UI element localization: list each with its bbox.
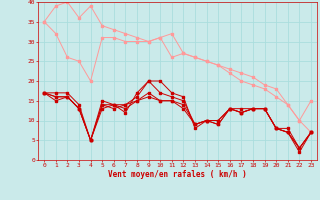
X-axis label: Vent moyen/en rafales ( km/h ): Vent moyen/en rafales ( km/h ) (108, 170, 247, 179)
